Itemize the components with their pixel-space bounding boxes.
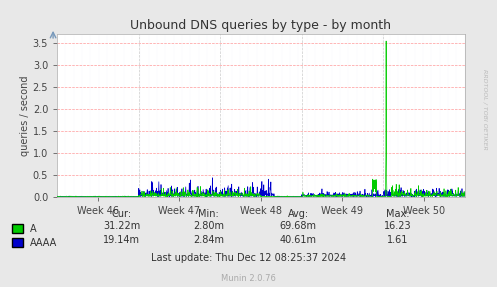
Text: Avg:: Avg:: [288, 209, 309, 219]
Text: 31.22m: 31.22m: [103, 221, 140, 231]
Text: Cur:: Cur:: [112, 209, 132, 219]
Text: Last update: Thu Dec 12 08:25:37 2024: Last update: Thu Dec 12 08:25:37 2024: [151, 253, 346, 263]
Text: Max:: Max:: [386, 209, 410, 219]
Text: A: A: [30, 224, 36, 234]
Text: 69.68m: 69.68m: [280, 221, 317, 231]
Text: Munin 2.0.76: Munin 2.0.76: [221, 274, 276, 283]
Text: AAAA: AAAA: [30, 238, 57, 247]
Text: 40.61m: 40.61m: [280, 234, 317, 245]
Text: 16.23: 16.23: [384, 221, 412, 231]
Text: 2.80m: 2.80m: [193, 221, 224, 231]
Text: Min:: Min:: [198, 209, 219, 219]
Y-axis label: queries / second: queries / second: [20, 75, 30, 156]
Text: RRDTOOL / TOBI OETIKER: RRDTOOL / TOBI OETIKER: [482, 69, 487, 150]
Text: 1.61: 1.61: [387, 234, 409, 245]
Title: Unbound DNS queries by type - by month: Unbound DNS queries by type - by month: [130, 19, 392, 32]
Text: 19.14m: 19.14m: [103, 234, 140, 245]
Text: 2.84m: 2.84m: [193, 234, 224, 245]
